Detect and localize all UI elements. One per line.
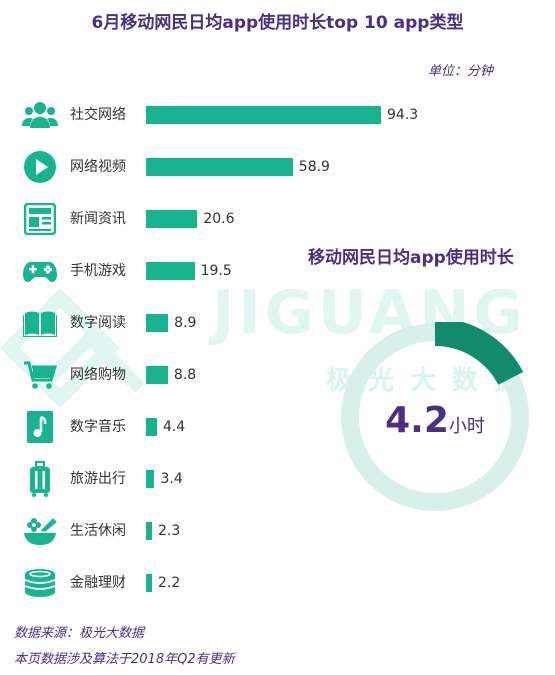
- coins-icon: [22, 565, 58, 601]
- category-label: 网络视频: [70, 159, 126, 175]
- ring-value-unit: 小时: [448, 416, 485, 437]
- value-label: 2.2: [158, 575, 181, 591]
- value-label: 58.9: [298, 159, 330, 175]
- category-label: 数字音乐: [70, 419, 126, 435]
- ring-segment: [435, 322, 524, 385]
- book-icon: [22, 305, 58, 341]
- bar: [146, 314, 169, 332]
- bar: [146, 366, 168, 384]
- luggage-icon: [22, 461, 58, 497]
- bar: [146, 106, 381, 124]
- bar: [146, 262, 195, 280]
- leisure-icon: [22, 513, 58, 549]
- category-label: 数字阅读: [70, 315, 126, 331]
- value-label: 94.3: [387, 107, 419, 123]
- category-label: 手机游戏: [70, 263, 126, 279]
- category-label: 社交网络: [70, 107, 126, 123]
- value-label: 8.9: [174, 315, 197, 331]
- gamepad-icon: [22, 253, 58, 289]
- value-label: 8.8: [173, 367, 197, 383]
- chart-title: 6月移动网民日均app使用时长top 10 app类型: [91, 13, 464, 33]
- category-label: 旅游出行: [70, 471, 126, 487]
- bar: [146, 158, 293, 176]
- category-label: 金融理财: [70, 575, 126, 591]
- music-icon: [22, 409, 58, 445]
- bar: [146, 470, 155, 488]
- news-icon: [22, 201, 58, 237]
- bar: [146, 210, 198, 228]
- value-label: 4.4: [162, 419, 186, 435]
- value-label: 3.4: [160, 471, 183, 487]
- unit-label: 单位：分钟: [427, 64, 493, 79]
- category-label: 新闻资讯: [70, 211, 126, 227]
- source-note: 数据来源：极光大数据: [14, 626, 145, 641]
- value-label: 20.6: [203, 211, 235, 227]
- algorithm-note: 本页数据涉及算法于2018年Q2有更新: [14, 652, 235, 667]
- value-label: 2.3: [158, 523, 181, 539]
- bar: [146, 574, 152, 592]
- bar-chart: 社交网络 94.3 网络视频 58.9 新闻资讯 20.6 手机游戏 19.5 数字阅读 8.9 网…: [0, 90, 555, 610]
- usage-ring: [341, 322, 529, 511]
- people-icon: [22, 97, 58, 133]
- bar: [146, 418, 157, 436]
- play-icon: [22, 149, 58, 185]
- bar: [146, 522, 152, 540]
- ring-value: 4.2小时: [340, 400, 530, 441]
- value-label: 19.5: [200, 263, 232, 279]
- ring-value-number: 4.2: [385, 400, 449, 441]
- cart-icon: [22, 357, 58, 393]
- category-label: 生活休闲: [70, 523, 126, 539]
- ring-title: 移动网民日均app使用时长: [308, 248, 514, 268]
- category-label: 网络购物: [70, 367, 126, 383]
